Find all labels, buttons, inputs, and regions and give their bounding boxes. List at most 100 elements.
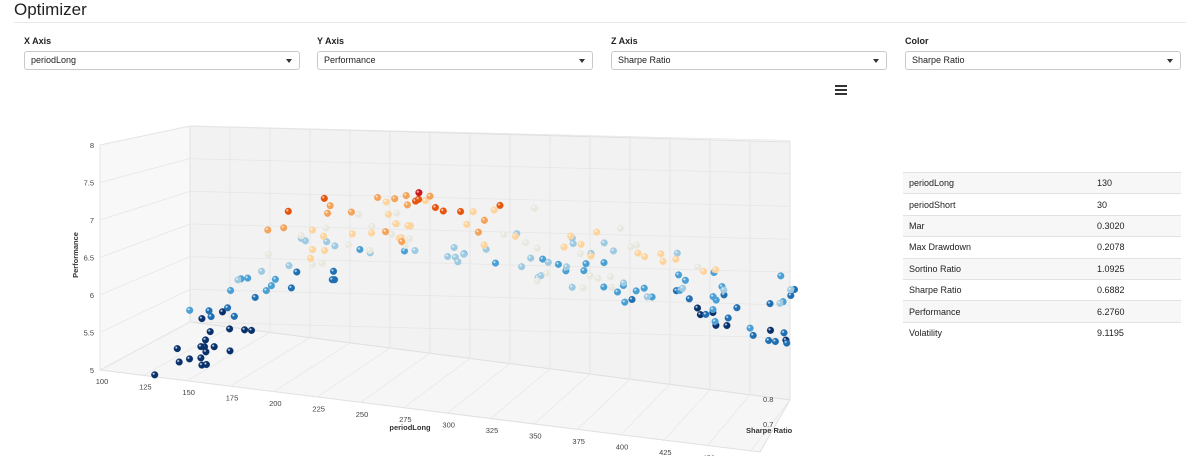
data-point[interactable]	[500, 230, 508, 239]
data-point[interactable]	[202, 348, 210, 356]
y-axis-select[interactable]: Performance	[317, 51, 593, 70]
data-point[interactable]	[593, 228, 601, 236]
data-point[interactable]	[587, 252, 595, 260]
data-point[interactable]	[374, 193, 382, 202]
data-point[interactable]	[582, 260, 590, 268]
data-point[interactable]	[563, 263, 571, 271]
data-point[interactable]	[251, 293, 259, 301]
data-point[interactable]	[672, 255, 680, 263]
data-point[interactable]	[264, 250, 273, 258]
data-point[interactable]	[720, 286, 728, 294]
data-point[interactable]	[197, 354, 205, 362]
data-point[interactable]	[600, 239, 608, 247]
data-point[interactable]	[356, 245, 364, 254]
data-point[interactable]	[185, 355, 194, 363]
data-point[interactable]	[454, 258, 462, 266]
data-point[interactable]	[560, 243, 568, 251]
data-point[interactable]	[544, 258, 552, 266]
data-point[interactable]	[309, 260, 317, 268]
data-point[interactable]	[262, 287, 270, 295]
data-point[interactable]	[480, 241, 488, 249]
hamburger-menu-icon[interactable]	[835, 85, 847, 95]
data-point[interactable]	[271, 275, 279, 283]
data-point[interactable]	[285, 262, 293, 270]
data-point[interactable]	[527, 254, 535, 262]
data-point[interactable]	[293, 268, 301, 276]
data-point[interactable]	[765, 336, 773, 345]
data-point[interactable]	[202, 360, 210, 369]
data-point[interactable]	[480, 216, 488, 224]
data-point[interactable]	[491, 259, 500, 267]
data-point[interactable]	[783, 339, 791, 347]
data-point[interactable]	[709, 293, 717, 301]
data-point[interactable]	[331, 242, 339, 250]
data-point[interactable]	[402, 192, 410, 200]
data-point[interactable]	[640, 284, 648, 292]
data-point[interactable]	[347, 208, 355, 216]
data-point[interactable]	[306, 254, 315, 262]
data-point[interactable]	[230, 312, 238, 320]
data-point[interactable]	[776, 299, 784, 307]
data-point[interactable]	[308, 226, 317, 234]
data-point[interactable]	[511, 232, 519, 240]
data-point[interactable]	[320, 194, 328, 202]
data-point[interactable]	[326, 202, 334, 210]
data-point[interactable]	[608, 283, 616, 291]
data-point[interactable]	[632, 287, 640, 295]
data-point[interactable]	[391, 195, 399, 203]
data-point[interactable]	[258, 267, 266, 275]
data-point[interactable]	[568, 283, 576, 291]
data-point[interactable]	[297, 232, 305, 240]
data-point[interactable]	[576, 250, 585, 258]
data-point[interactable]	[522, 239, 530, 247]
data-point[interactable]	[746, 324, 754, 332]
data-point[interactable]	[226, 347, 234, 355]
x-axis-select[interactable]: periodLong	[24, 51, 300, 70]
data-point[interactable]	[579, 284, 587, 292]
data-point[interactable]	[382, 228, 390, 236]
data-point[interactable]	[634, 249, 642, 257]
data-point[interactable]	[444, 252, 452, 261]
data-point[interactable]	[224, 304, 232, 312]
data-point[interactable]	[693, 304, 702, 312]
data-point[interactable]	[600, 259, 608, 267]
data-point[interactable]	[405, 235, 414, 243]
data-point[interactable]	[679, 284, 687, 292]
data-point[interactable]	[323, 238, 331, 246]
data-point[interactable]	[463, 220, 471, 228]
data-point[interactable]	[474, 228, 482, 236]
data-point[interactable]	[657, 250, 665, 258]
data-point[interactable]	[567, 232, 575, 240]
data-point[interactable]	[287, 284, 295, 292]
data-point[interactable]	[724, 314, 732, 322]
data-point[interactable]	[201, 336, 210, 344]
data-point[interactable]	[620, 279, 628, 287]
data-point[interactable]	[543, 269, 551, 277]
data-point[interactable]	[345, 241, 353, 249]
data-point[interactable]	[320, 232, 328, 240]
data-point[interactable]	[284, 207, 292, 215]
data-point[interactable]	[321, 246, 329, 255]
data-point[interactable]	[367, 229, 376, 237]
data-point[interactable]	[702, 310, 710, 318]
data-point[interactable]	[766, 326, 775, 334]
data-point[interactable]	[685, 295, 693, 303]
data-point[interactable]	[766, 300, 774, 308]
data-point[interactable]	[771, 337, 779, 346]
data-point[interactable]	[175, 358, 183, 366]
data-point[interactable]	[733, 304, 741, 312]
data-point[interactable]	[198, 315, 206, 323]
data-point[interactable]	[711, 317, 719, 326]
data-point[interactable]	[643, 293, 651, 301]
data-point[interactable]	[415, 189, 423, 197]
data-point[interactable]	[700, 267, 708, 275]
data-point[interactable]	[723, 321, 731, 330]
data-point[interactable]	[173, 345, 181, 353]
data-point[interactable]	[490, 206, 498, 214]
data-point[interactable]	[460, 250, 468, 258]
data-point[interactable]	[267, 282, 275, 290]
data-point[interactable]	[712, 266, 720, 274]
data-point[interactable]	[580, 267, 588, 275]
data-point[interactable]	[450, 243, 458, 252]
data-point[interactable]	[382, 198, 390, 206]
